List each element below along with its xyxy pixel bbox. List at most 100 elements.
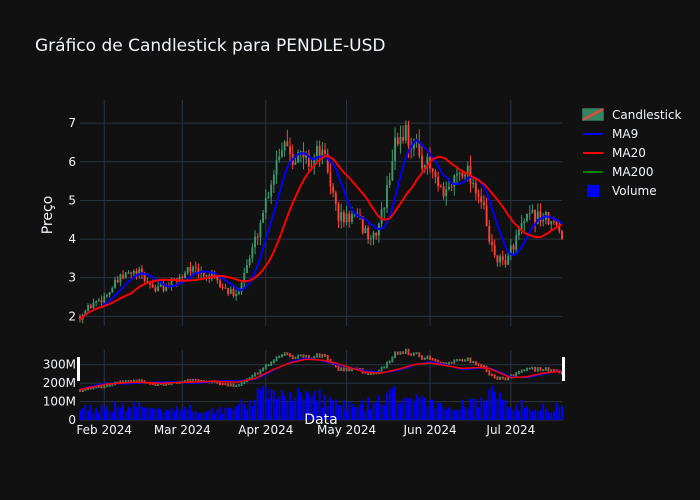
candle — [251, 242, 254, 263]
y-tick-label: 4 — [68, 232, 76, 246]
legend-item[interactable]: MA200 — [583, 165, 653, 179]
mini-candle — [466, 357, 469, 362]
mini-candle — [437, 359, 440, 364]
mini-candle — [216, 380, 219, 384]
candle — [140, 265, 143, 279]
mini-candle — [423, 357, 426, 360]
candle — [534, 209, 537, 233]
candle — [491, 234, 493, 252]
volume-bar — [194, 410, 197, 420]
candle — [512, 243, 515, 255]
mini-candle — [439, 361, 442, 364]
volume-bar — [536, 411, 539, 420]
candle — [254, 230, 256, 255]
mini-candle — [97, 385, 100, 389]
mini-candle — [536, 367, 539, 372]
mini-candle — [461, 358, 464, 362]
mini-candle — [429, 355, 431, 360]
candle — [259, 219, 262, 246]
mini-candle — [458, 358, 461, 362]
volume-bar — [480, 397, 483, 420]
candle — [138, 266, 141, 279]
candle — [482, 195, 485, 210]
candle — [281, 142, 283, 158]
mini-candle — [162, 382, 165, 386]
mini-candle — [426, 355, 429, 360]
candle — [456, 165, 458, 185]
volume-bar — [491, 385, 493, 420]
volume-bar — [270, 389, 273, 420]
mini-candle — [380, 366, 383, 372]
candle — [431, 168, 434, 179]
volume-bar — [176, 406, 178, 420]
mini-candle — [105, 384, 108, 388]
range-slider-left-handle[interactable] — [77, 357, 80, 381]
candle — [485, 197, 488, 227]
candle — [445, 181, 448, 206]
range-slider-right-handle[interactable] — [562, 357, 565, 381]
candle — [100, 295, 103, 307]
candle — [504, 253, 507, 268]
mini-candle — [496, 376, 499, 380]
volume-bar — [493, 391, 496, 420]
mini-candle — [447, 361, 450, 365]
volume-bar — [482, 402, 485, 420]
mini-candle — [456, 359, 458, 362]
candle — [248, 254, 251, 268]
volume-ma20-line — [79, 358, 563, 391]
volume-bar — [523, 408, 526, 420]
volume-bar — [394, 385, 396, 420]
volume-bar — [372, 402, 375, 420]
volume-bar — [132, 401, 135, 420]
candle — [122, 270, 125, 280]
candle — [450, 183, 453, 192]
candle — [334, 190, 337, 211]
mini-candle — [512, 374, 515, 378]
volume-bar — [143, 407, 146, 420]
legend-item[interactable]: MA9 — [583, 127, 638, 141]
volume-bar — [200, 412, 203, 420]
candle — [89, 303, 92, 309]
price-grid — [80, 122, 562, 317]
mini-candle — [132, 379, 135, 383]
volume-bar — [507, 406, 510, 420]
mini-candle — [267, 363, 270, 367]
mini-candle — [189, 378, 192, 382]
legend-item[interactable]: Volume — [587, 184, 657, 198]
candle — [294, 157, 297, 166]
volume-bar — [251, 406, 254, 420]
volume-bar — [84, 404, 87, 420]
volume-bar — [181, 409, 184, 420]
volume-bar — [170, 408, 173, 420]
mini-candle — [119, 380, 122, 385]
volume-bar — [184, 406, 186, 420]
volume-bar — [189, 404, 192, 420]
y-tick-label: 6 — [68, 155, 76, 169]
mini-candle — [544, 367, 547, 371]
mini-candle — [219, 381, 221, 386]
volume-bar — [149, 408, 151, 420]
mini-candle — [92, 386, 95, 390]
legend-item[interactable]: MA20 — [583, 146, 646, 160]
candle — [367, 225, 370, 244]
volume-bar — [555, 402, 558, 420]
volume-bar — [237, 404, 240, 420]
mini-candle — [186, 378, 189, 383]
legend-item[interactable]: Candlestick — [582, 108, 682, 122]
candle — [243, 267, 246, 289]
volume-bar — [396, 402, 399, 420]
candle — [267, 191, 270, 199]
candle — [127, 270, 130, 275]
mini-candle — [124, 380, 127, 384]
mini-candle — [157, 383, 160, 386]
mini-candle — [256, 372, 259, 375]
volume-bar — [318, 388, 321, 420]
mini-candle — [491, 373, 493, 377]
mini-candle — [507, 376, 510, 381]
volume-bar — [243, 403, 246, 420]
mini-candle — [399, 351, 402, 355]
volume-bar — [488, 389, 491, 420]
x-tick-label: Jul 2024 — [485, 423, 535, 437]
mini-candle — [386, 361, 388, 369]
candle — [364, 225, 367, 234]
